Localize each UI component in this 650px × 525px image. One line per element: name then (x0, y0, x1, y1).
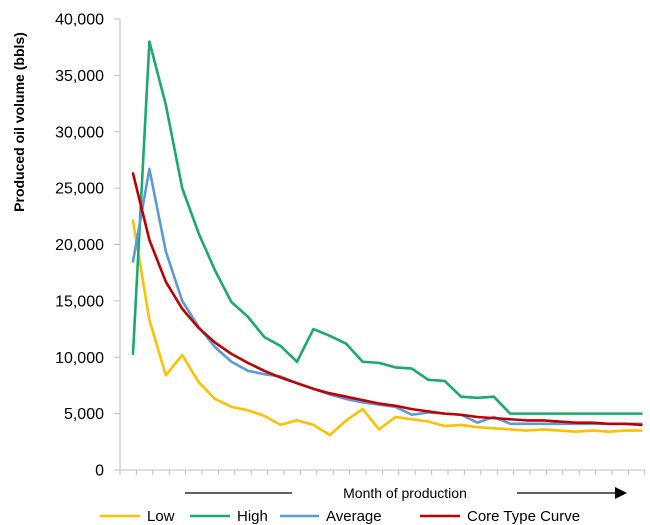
series-line-high (131, 40, 643, 415)
y-tick-label: 5,000 (64, 406, 104, 423)
series-line-core-type-curve (131, 172, 643, 427)
legend-label-high: High (237, 508, 268, 525)
legend-label-core-type-curve: Core Type Curve (467, 508, 580, 525)
y-tick-label: 15,000 (55, 293, 104, 310)
y-axis-title: Produced oil volume (bbls) (11, 32, 27, 212)
y-tick-label: 20,000 (55, 237, 104, 254)
x-axis-arrowhead (615, 487, 627, 499)
series-line-average (131, 167, 643, 426)
x-axis-title: Month of production (343, 485, 467, 501)
y-tick-label: 35,000 (55, 68, 104, 85)
y-tick-label: 0 (95, 463, 104, 480)
legend-label-low: Low (147, 508, 175, 525)
y-tick-label: 10,000 (55, 350, 104, 367)
y-tick-label: 40,000 (55, 12, 104, 29)
y-tick-label: 25,000 (55, 181, 104, 198)
series-line-low (131, 219, 643, 437)
y-tick-label: 30,000 (55, 124, 104, 141)
legend-label-average: Average (326, 508, 382, 525)
